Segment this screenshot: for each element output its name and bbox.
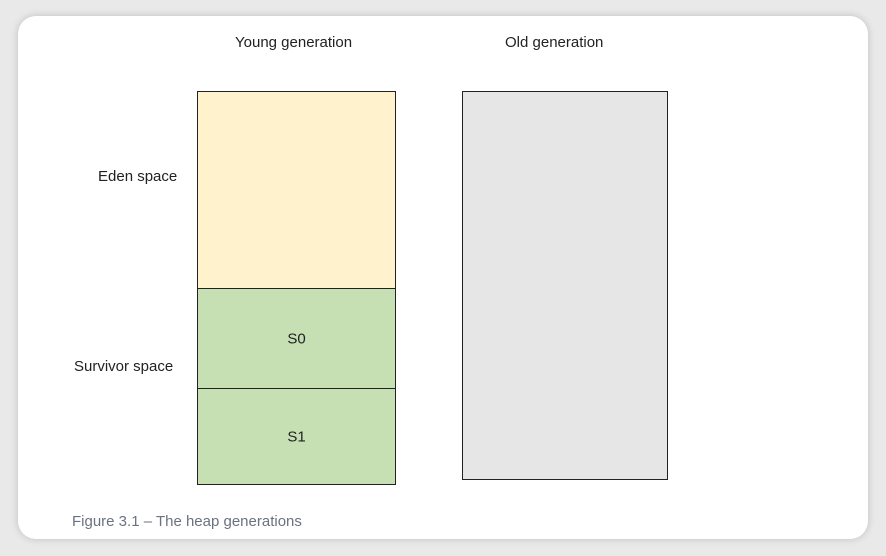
eden-space-label: Eden space <box>98 168 178 185</box>
survivor-s0-box: S0 <box>197 288 396 389</box>
old-generation-title: Old generation <box>505 34 604 51</box>
s1-label: S1 <box>287 428 306 445</box>
eden-space-box <box>197 91 396 289</box>
s0-label: S0 <box>287 330 306 347</box>
old-generation-box <box>462 91 668 480</box>
young-generation-title: Young generation <box>235 34 353 51</box>
figure-caption: Figure 3.1 – The heap generations <box>72 513 302 530</box>
survivor-space-label: Survivor space <box>74 358 174 375</box>
survivor-s1-box: S1 <box>197 388 396 485</box>
figure-card <box>18 16 868 539</box>
